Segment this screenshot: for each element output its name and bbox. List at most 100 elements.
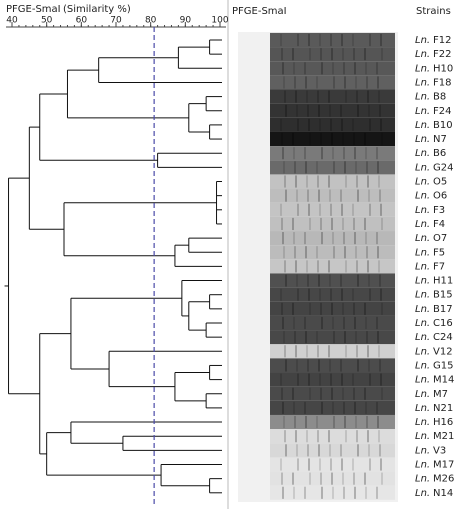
gel-band — [352, 118, 354, 131]
gel-band — [295, 345, 297, 358]
gel-band — [309, 387, 311, 400]
gel-band — [368, 104, 370, 117]
gel-lane — [270, 32, 395, 48]
gel-band — [366, 76, 368, 89]
gel-band — [293, 401, 295, 414]
gel-band — [294, 76, 296, 89]
gel-band — [342, 48, 344, 61]
gel-band — [308, 373, 310, 386]
gel-band — [381, 472, 383, 485]
gel-band — [330, 203, 332, 216]
genus-label: Ln. — [415, 106, 430, 117]
gel-band — [305, 161, 307, 174]
gel-band — [343, 486, 345, 499]
gel-band — [376, 232, 378, 245]
strain-label: M7 — [433, 389, 448, 400]
gel-band — [381, 132, 383, 146]
gel-band — [353, 132, 355, 146]
x-tick-label: 100 — [211, 16, 228, 26]
gel-band — [380, 203, 382, 216]
gel-band — [344, 76, 346, 89]
gel-lane — [270, 131, 395, 147]
gel-band — [343, 147, 345, 160]
strain-label: B15 — [433, 290, 453, 301]
gel-band — [342, 387, 344, 400]
gel-band — [283, 415, 285, 429]
gel-band — [378, 90, 380, 103]
gel-band — [378, 430, 380, 443]
gel-band — [354, 62, 356, 75]
x-tick-label: 40 — [6, 16, 18, 26]
gel-band — [340, 359, 342, 372]
gel-band — [378, 345, 380, 358]
gel-band — [321, 316, 323, 330]
genus-label: Ln. — [415, 417, 430, 428]
gel-band — [380, 373, 382, 386]
gel-band — [285, 104, 287, 117]
gel-band — [305, 331, 307, 344]
gel-band — [319, 288, 321, 301]
genus-label: Ln. — [415, 488, 430, 499]
gel-lane — [270, 372, 395, 387]
gel-band — [376, 147, 378, 160]
gel-band — [305, 415, 307, 429]
gel-band — [282, 486, 284, 499]
gel-band — [344, 246, 346, 259]
gel-lane — [270, 443, 395, 458]
gel-lane — [270, 273, 395, 288]
gel-band — [296, 189, 298, 202]
gel-band — [377, 76, 379, 89]
gel-band — [304, 62, 306, 75]
gel-band — [281, 48, 283, 61]
gel-band — [292, 217, 294, 231]
gel-band — [285, 359, 287, 372]
gel-band — [296, 274, 298, 287]
gel-band — [283, 161, 285, 174]
genus-label: Ln. — [415, 261, 430, 272]
gel-band — [357, 104, 359, 117]
gel-band — [366, 331, 368, 344]
genus-label: Ln. — [415, 219, 430, 230]
genus-label: Ln. — [415, 49, 430, 60]
genus-label: Ln. — [415, 148, 430, 159]
gel-band — [354, 316, 356, 330]
gel-band — [377, 246, 379, 259]
gel-band — [307, 444, 309, 457]
gel-band — [354, 232, 356, 245]
gel-band — [292, 302, 294, 315]
gel-band — [353, 302, 355, 315]
gel-band — [343, 62, 345, 75]
strain-label: M17 — [433, 460, 454, 471]
gel-band — [281, 132, 283, 146]
genus-label: Ln. — [415, 177, 430, 188]
gel-band — [364, 302, 366, 315]
gel-band — [343, 316, 345, 330]
gel-band — [330, 33, 332, 47]
gel-lane — [270, 344, 395, 359]
gel-band — [345, 175, 347, 188]
gel-lane — [270, 457, 395, 472]
strain-label: G15 — [433, 360, 453, 371]
gel-band — [343, 401, 345, 414]
gel-band — [297, 458, 299, 471]
gel-lane — [270, 358, 395, 373]
gel-band — [378, 175, 380, 188]
gel-band — [293, 62, 295, 75]
gel-band — [320, 48, 322, 61]
gel-band — [316, 415, 318, 429]
gel-band — [285, 444, 287, 457]
gel-band — [283, 246, 285, 259]
gel-lane — [270, 386, 395, 401]
strain-label: M14 — [433, 375, 454, 386]
gel-band — [294, 161, 296, 174]
gel-band — [319, 203, 321, 216]
gel-band — [280, 288, 282, 301]
strain-label: B6 — [433, 148, 446, 159]
strain-label: H16 — [433, 417, 453, 428]
genus-label: Ln. — [415, 247, 430, 258]
strain-label: V3 — [433, 445, 446, 456]
gel-band — [293, 486, 295, 499]
gel-band — [352, 373, 354, 386]
gel-band — [280, 373, 282, 386]
gel-band — [321, 62, 323, 75]
